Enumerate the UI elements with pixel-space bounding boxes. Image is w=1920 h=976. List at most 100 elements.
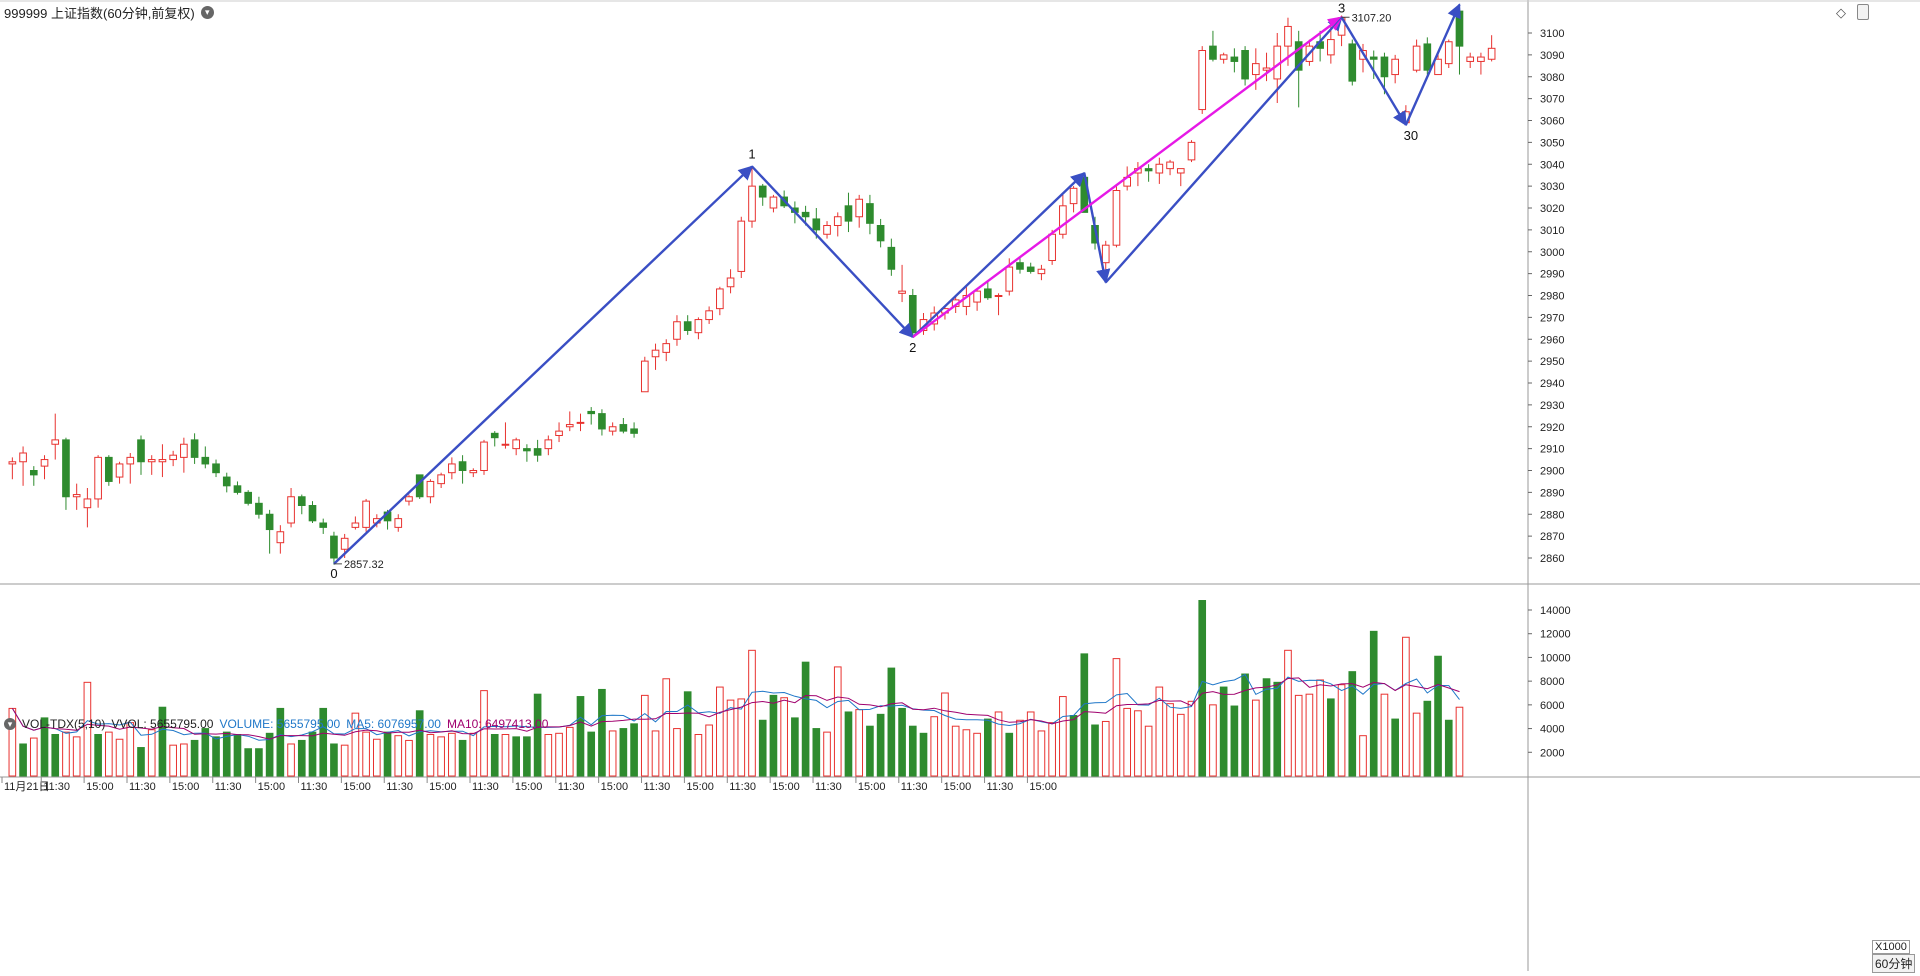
- volume-bar[interactable]: [640, 694, 649, 777]
- volume-bar[interactable]: [1444, 719, 1453, 777]
- candle[interactable]: [158, 444, 167, 478]
- candle[interactable]: [1391, 54, 1399, 84]
- volume-bar[interactable]: [19, 743, 27, 777]
- volume-bar[interactable]: [255, 748, 263, 777]
- volume-bar[interactable]: [469, 732, 478, 777]
- volume-bar[interactable]: [1230, 705, 1239, 777]
- candle[interactable]: [1037, 264, 1046, 281]
- candle[interactable]: [62, 437, 70, 510]
- candle[interactable]: [1059, 194, 1067, 239]
- volume-bar[interactable]: [651, 730, 660, 777]
- volume-bar[interactable]: [619, 728, 628, 777]
- volume-bar[interactable]: [630, 723, 638, 777]
- volume-indicator-name[interactable]: VOL-TDX(5,10): [22, 717, 106, 731]
- candle[interactable]: [297, 494, 306, 515]
- candle[interactable]: [490, 431, 499, 447]
- volume-bar[interactable]: [1316, 679, 1324, 777]
- volume-bar[interactable]: [362, 731, 370, 777]
- candle[interactable]: [748, 166, 756, 228]
- volume-bar[interactable]: [265, 732, 274, 777]
- candle[interactable]: [169, 450, 177, 467]
- volume-bar[interactable]: [29, 737, 38, 777]
- candle[interactable]: [737, 216, 746, 278]
- candle[interactable]: [855, 194, 864, 228]
- volume-bar[interactable]: [1123, 707, 1132, 777]
- volume-bar[interactable]: [1166, 703, 1174, 777]
- candle[interactable]: [844, 192, 853, 233]
- candle[interactable]: [222, 472, 231, 493]
- volume-bar[interactable]: [1026, 711, 1035, 777]
- candle[interactable]: [1166, 159, 1174, 176]
- volume-bar[interactable]: [1048, 722, 1056, 777]
- chevron-down-icon[interactable]: ▾: [4, 718, 16, 730]
- candle[interactable]: [426, 479, 435, 504]
- candle[interactable]: [308, 501, 317, 523]
- candle[interactable]: [201, 446, 210, 469]
- volume-bar[interactable]: [115, 738, 124, 777]
- candle[interactable]: [673, 315, 681, 346]
- candle[interactable]: [1434, 52, 1442, 76]
- candle[interactable]: [619, 418, 628, 434]
- volume-bar[interactable]: [941, 692, 949, 777]
- candle[interactable]: [1294, 30, 1303, 108]
- volume-bar[interactable]: [951, 725, 960, 777]
- volume-bar[interactable]: [812, 728, 821, 777]
- candle[interactable]: [887, 238, 896, 276]
- candle[interactable]: [330, 531, 338, 565]
- candle[interactable]: [265, 509, 274, 554]
- volume-bar[interactable]: [426, 734, 435, 777]
- volume-bar[interactable]: [51, 734, 60, 777]
- volume-bar[interactable]: [1369, 630, 1378, 777]
- volume-bar[interactable]: [973, 732, 981, 777]
- candle[interactable]: [276, 525, 285, 554]
- candle[interactable]: [83, 488, 92, 528]
- candle[interactable]: [437, 472, 445, 488]
- candle[interactable]: [287, 488, 295, 528]
- candle[interactable]: [1444, 39, 1453, 68]
- candle[interactable]: [694, 317, 703, 340]
- candle[interactable]: [866, 194, 874, 235]
- volume-bar[interactable]: [1359, 735, 1367, 777]
- candle[interactable]: [190, 433, 199, 464]
- volume-bar[interactable]: [673, 728, 681, 777]
- candle[interactable]: [1262, 52, 1271, 82]
- volume-bar[interactable]: [823, 731, 831, 777]
- candle[interactable]: [40, 455, 49, 480]
- volume-bar[interactable]: [40, 717, 49, 777]
- candle[interactable]: [1487, 35, 1496, 62]
- volume-bar[interactable]: [405, 739, 413, 777]
- volume-bar[interactable]: [137, 747, 145, 777]
- candle[interactable]: [565, 411, 574, 432]
- volume-bar[interactable]: [1080, 653, 1089, 777]
- volume-bar[interactable]: [1016, 719, 1024, 777]
- volume-bar[interactable]: [308, 731, 317, 777]
- candle[interactable]: [1241, 46, 1249, 86]
- volume-bar[interactable]: [930, 716, 939, 777]
- scroll-handle-icon[interactable]: [1857, 4, 1869, 20]
- volume-bar[interactable]: [1434, 655, 1442, 777]
- candle[interactable]: [769, 194, 778, 213]
- volume-bar[interactable]: [1198, 600, 1207, 777]
- volume-bar[interactable]: [683, 691, 692, 777]
- candle[interactable]: [19, 446, 27, 486]
- volume-bar[interactable]: [1273, 681, 1282, 777]
- volume-bar[interactable]: [415, 710, 424, 777]
- candle[interactable]: [1144, 164, 1153, 182]
- volume-bar[interactable]: [555, 732, 563, 777]
- candle[interactable]: [394, 514, 403, 532]
- candle[interactable]: [898, 264, 906, 303]
- volume-bar[interactable]: [844, 711, 853, 777]
- volume-bar[interactable]: [576, 696, 585, 777]
- volume-bar[interactable]: [598, 688, 606, 777]
- candle[interactable]: [576, 413, 585, 432]
- volume-bar[interactable]: [1209, 704, 1217, 777]
- volume-bar[interactable]: [480, 690, 488, 777]
- volume-bar[interactable]: [1176, 713, 1185, 777]
- volume-bar[interactable]: [533, 693, 542, 777]
- volume-bar[interactable]: [994, 711, 1003, 777]
- candle[interactable]: [544, 435, 553, 456]
- candle[interactable]: [29, 466, 38, 486]
- candle[interactable]: [351, 516, 360, 530]
- candle[interactable]: [1209, 30, 1217, 62]
- candle[interactable]: [1176, 168, 1185, 187]
